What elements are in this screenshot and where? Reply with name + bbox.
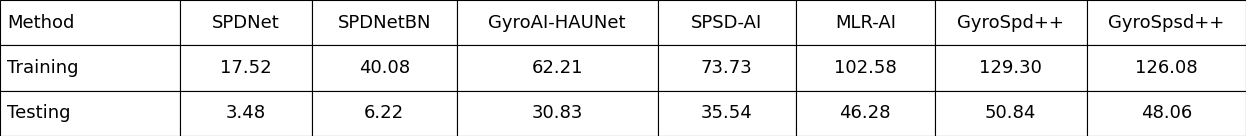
Text: GyroSpd++: GyroSpd++ <box>957 14 1064 32</box>
Bar <box>457 91 658 136</box>
Bar <box>179 45 312 91</box>
Text: 17.52: 17.52 <box>221 59 272 77</box>
Bar <box>796 0 934 45</box>
Bar <box>312 45 457 91</box>
Text: 35.54: 35.54 <box>701 104 753 122</box>
Bar <box>179 0 312 45</box>
Text: 50.84: 50.84 <box>984 104 1037 122</box>
Bar <box>934 91 1087 136</box>
Bar <box>1087 91 1246 136</box>
Bar <box>658 45 796 91</box>
Text: MLR-AI: MLR-AI <box>835 14 896 32</box>
Text: 3.48: 3.48 <box>226 104 265 122</box>
Text: Method: Method <box>7 14 75 32</box>
Text: SPDNet: SPDNet <box>212 14 279 32</box>
Bar <box>934 45 1087 91</box>
Bar <box>457 0 658 45</box>
Bar <box>457 45 658 91</box>
Text: GyroSpsd++: GyroSpsd++ <box>1108 14 1225 32</box>
Bar <box>0 0 179 45</box>
Bar <box>1087 0 1246 45</box>
Text: SPDNetBN: SPDNetBN <box>338 14 431 32</box>
Bar <box>796 91 934 136</box>
Text: 129.30: 129.30 <box>979 59 1042 77</box>
Bar <box>658 91 796 136</box>
Text: 46.28: 46.28 <box>840 104 891 122</box>
Text: Training: Training <box>7 59 78 77</box>
Bar <box>0 45 179 91</box>
Text: GyroAI-HAUNet: GyroAI-HAUNet <box>488 14 625 32</box>
Text: 48.06: 48.06 <box>1141 104 1192 122</box>
Bar <box>0 91 179 136</box>
Text: 102.58: 102.58 <box>834 59 897 77</box>
Bar <box>934 0 1087 45</box>
Text: SPSD-AI: SPSD-AI <box>692 14 763 32</box>
Text: 62.21: 62.21 <box>532 59 583 77</box>
Text: 40.08: 40.08 <box>359 59 410 77</box>
Bar <box>1087 45 1246 91</box>
Bar <box>312 0 457 45</box>
Text: 126.08: 126.08 <box>1135 59 1197 77</box>
Text: Testing: Testing <box>7 104 71 122</box>
Text: 6.22: 6.22 <box>364 104 404 122</box>
Text: 73.73: 73.73 <box>701 59 753 77</box>
Text: 30.83: 30.83 <box>532 104 583 122</box>
Bar <box>796 45 934 91</box>
Bar <box>658 0 796 45</box>
Bar <box>179 91 312 136</box>
Bar <box>312 91 457 136</box>
